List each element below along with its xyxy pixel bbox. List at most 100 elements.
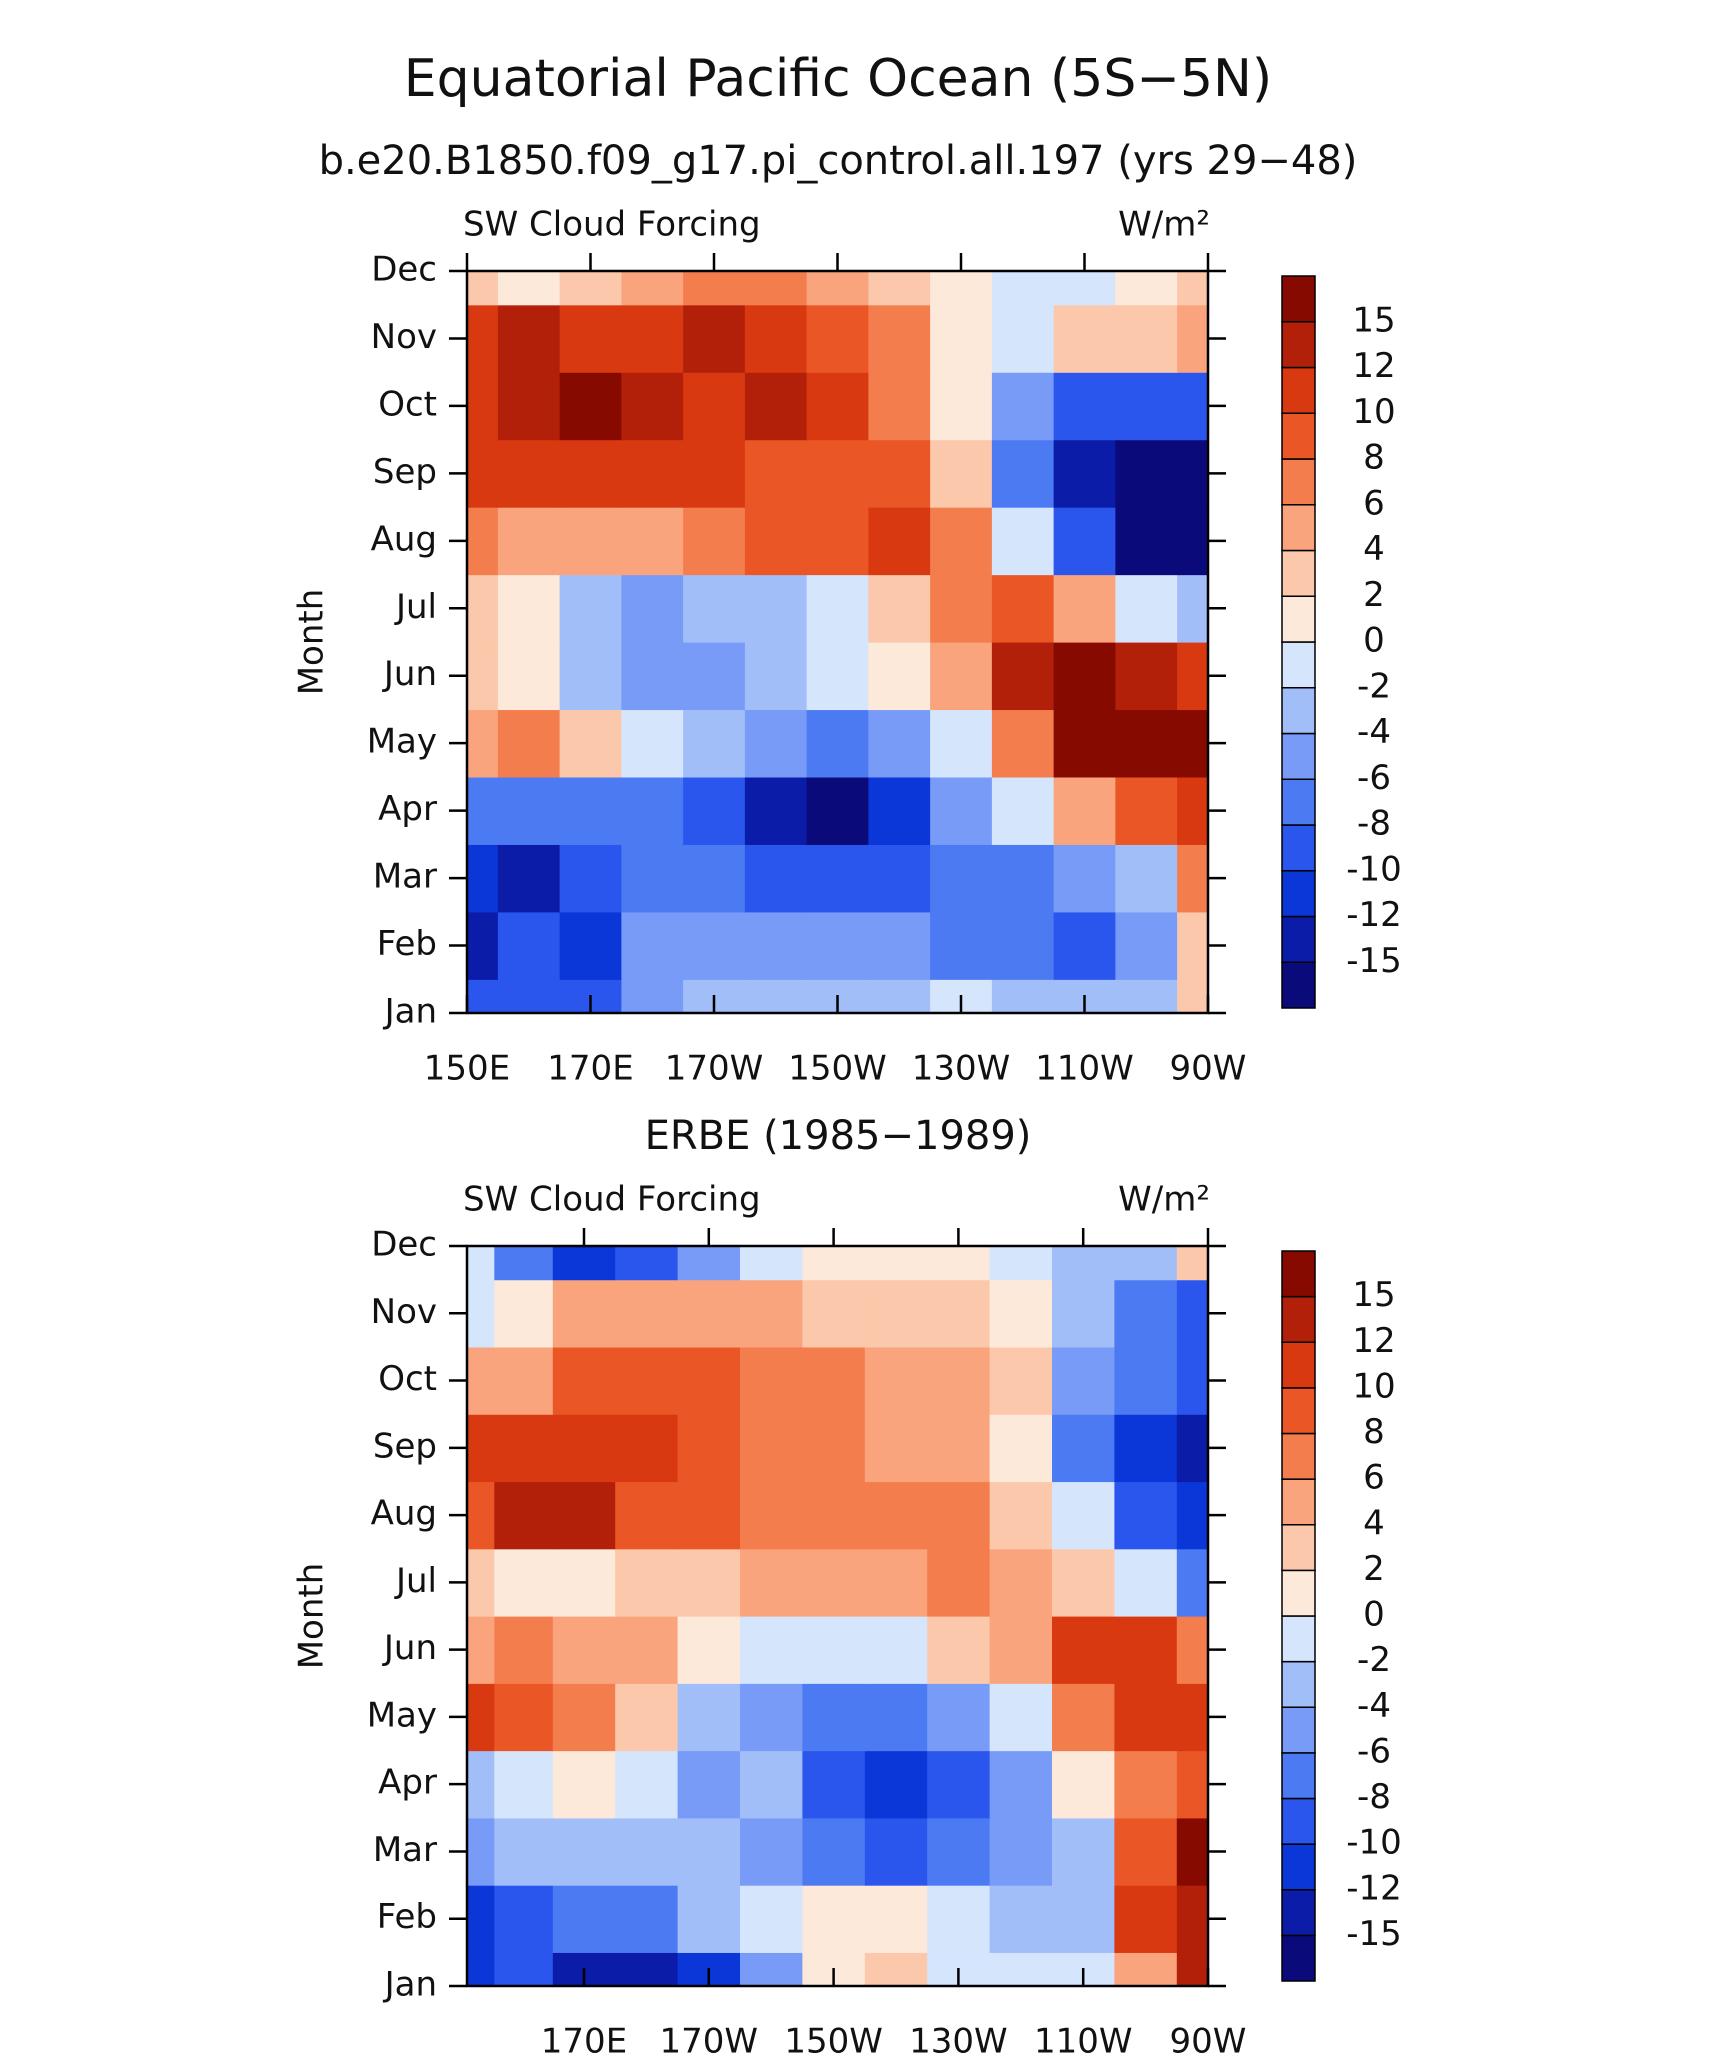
- contour-cell: [1176, 1683, 1209, 1752]
- contour-cell: [467, 1481, 495, 1550]
- x-tick-label: 170E: [547, 1049, 633, 1089]
- contour-cell: [740, 1750, 803, 1819]
- contour-cell: [1176, 1246, 1209, 1281]
- colorbar-box: [1281, 275, 1316, 323]
- contour-cell: [806, 776, 869, 845]
- contour-cell: [467, 1346, 495, 1415]
- contour-cell: [806, 507, 869, 576]
- contour-cell: [1052, 1548, 1115, 1617]
- x-tick-label: 150W: [788, 1049, 887, 1089]
- colorbar-label: -10: [1346, 849, 1402, 889]
- contour-cell: [1176, 1481, 1209, 1550]
- contour-cell: [991, 439, 1055, 508]
- contour-cell: [991, 979, 1055, 1014]
- contour-cell: [991, 642, 1055, 711]
- panel-title: ERBE (1985−1989): [645, 1113, 1032, 1159]
- contour-cell: [467, 1279, 495, 1348]
- colorbar-label: -2: [1357, 1640, 1391, 1680]
- contour-cell: [615, 1750, 679, 1819]
- contour-cell: [497, 776, 561, 845]
- y-tick-label: Jan: [383, 992, 437, 1032]
- contour-cell: [740, 1414, 803, 1483]
- contour-cell: [806, 844, 869, 913]
- contour-cell: [552, 1548, 616, 1617]
- contour-cell: [989, 1817, 1053, 1886]
- colorbar-label: -6: [1357, 758, 1391, 798]
- contour-cell: [494, 1616, 554, 1684]
- contour-cell: [621, 642, 684, 711]
- contour-cell: [1115, 709, 1178, 778]
- contour-cell: [1177, 271, 1209, 306]
- contour-cell: [559, 911, 622, 980]
- contour-cell: [744, 507, 808, 576]
- contour-cell: [494, 1279, 554, 1348]
- contour-cell: [744, 271, 808, 306]
- contour-cell: [1115, 642, 1178, 711]
- x-tick-label: 170W: [665, 1049, 764, 1089]
- contour-cell: [552, 1750, 616, 1819]
- contour-cell: [930, 911, 993, 980]
- contour-cell: [1177, 372, 1209, 441]
- colorbar-box: [1281, 321, 1316, 369]
- contour-cell: [615, 1414, 679, 1483]
- contour-cell: [552, 1414, 616, 1483]
- colorbar-label: -4: [1357, 1686, 1391, 1726]
- x-tick-label: 110W: [1035, 1049, 1134, 1089]
- contour-cell: [1115, 507, 1178, 576]
- contour-cell: [683, 574, 746, 643]
- contour-cell: [991, 304, 1055, 373]
- contour-cell: [1052, 1481, 1115, 1550]
- contour-cell: [559, 271, 622, 306]
- contour-cell: [467, 1750, 495, 1819]
- y-tick-label: Jan: [383, 1965, 437, 2005]
- contour-cell: [930, 709, 993, 778]
- contour-cell: [467, 1817, 495, 1886]
- y-tick-label: Apr: [378, 789, 437, 829]
- contour-cell: [991, 372, 1055, 441]
- contour-cell: [1115, 574, 1178, 643]
- colorbar-label: 2: [1363, 575, 1385, 615]
- colorbar-box: [1281, 1934, 1316, 1982]
- contour-cell: [497, 979, 561, 1014]
- contour-cell: [467, 1548, 495, 1617]
- contour-cell: [806, 372, 869, 441]
- contour-cell: [497, 709, 561, 778]
- contour-cell: [497, 911, 561, 980]
- contour-cell: [864, 1346, 928, 1415]
- colorbar-label: 4: [1363, 1503, 1385, 1543]
- y-tick-label: Sep: [373, 452, 437, 492]
- contour-cell: [1176, 1750, 1209, 1819]
- x-tick-label: 130W: [912, 1049, 1011, 1089]
- contour-cell: [552, 1683, 616, 1752]
- contour-cell: [802, 1246, 866, 1281]
- contour-cell: [740, 1279, 803, 1348]
- contour-cell: [802, 1885, 866, 1953]
- contour-cell: [1114, 1279, 1178, 1348]
- units-label: W/m²: [1118, 1180, 1210, 1220]
- contour-cell: [1114, 1481, 1178, 1550]
- contour-cell: [1115, 372, 1178, 441]
- contour-cell: [1177, 574, 1209, 643]
- colorbar-label: 15: [1352, 300, 1395, 340]
- contour-cell: [864, 1817, 928, 1886]
- contour-cell: [744, 911, 808, 980]
- contour-cell: [552, 1246, 616, 1281]
- colorbar-label: 15: [1352, 1275, 1395, 1315]
- contour-cell: [744, 304, 808, 373]
- contour-cell: [1053, 574, 1116, 643]
- colorbar-box: [1281, 687, 1316, 735]
- contour-cell: [802, 1414, 866, 1483]
- contour-cell: [683, 439, 746, 508]
- contour-cell: [677, 1279, 741, 1348]
- contour-cell: [744, 709, 808, 778]
- contour-cell: [864, 1885, 928, 1953]
- colorbar-box: [1281, 549, 1316, 597]
- contour-cell: [683, 304, 746, 373]
- contour-cell: [744, 574, 808, 643]
- colorbar-label: 12: [1352, 1321, 1395, 1361]
- colorbar-box: [1281, 961, 1316, 1009]
- contour-cell: [864, 1952, 928, 1987]
- colorbar-label: -15: [1346, 941, 1402, 981]
- contour-cell: [989, 1246, 1053, 1281]
